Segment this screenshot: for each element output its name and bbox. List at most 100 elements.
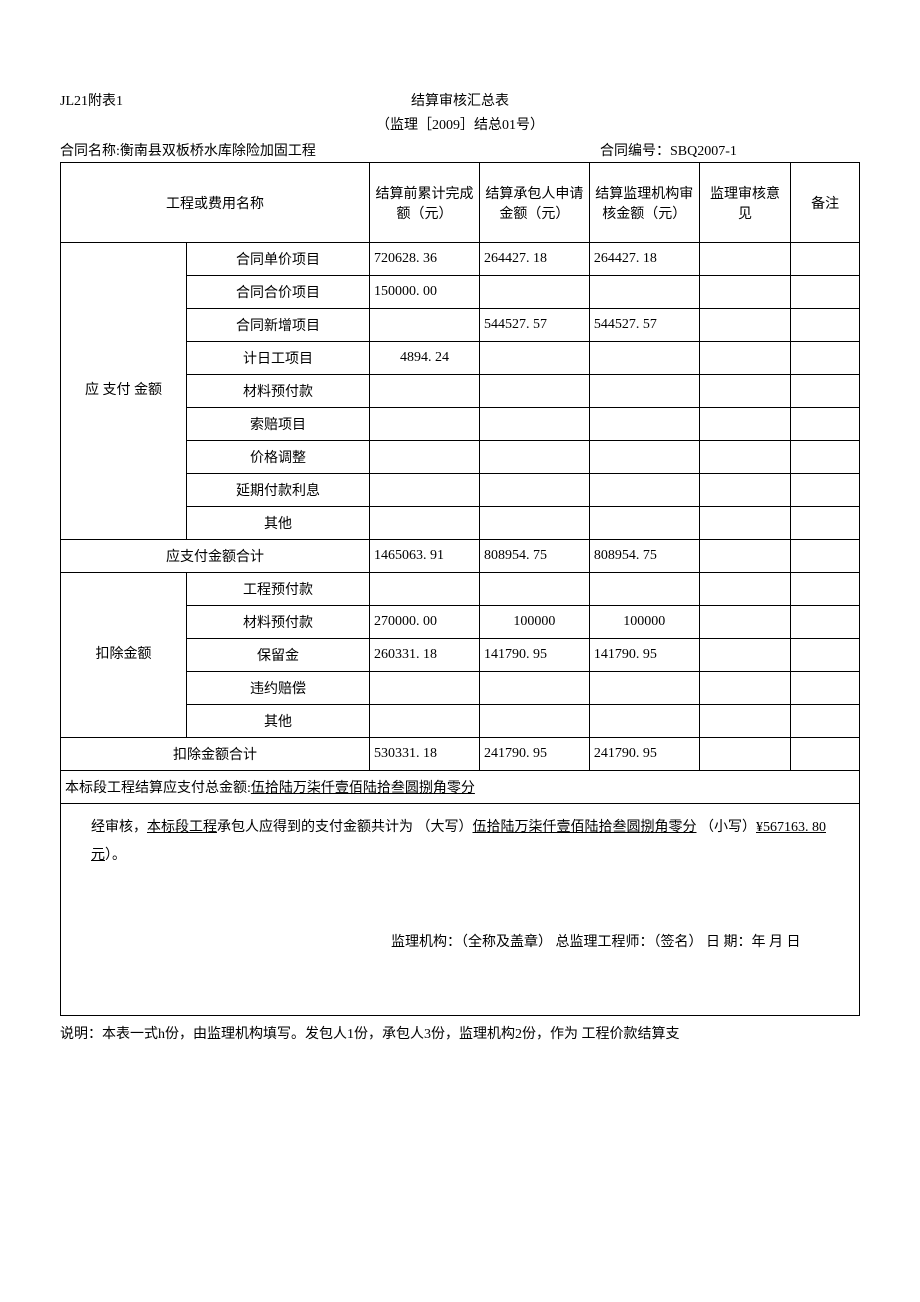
cell-item: 合同单价项目 [186,243,369,276]
head-col4: 监理审核意见 [699,163,791,243]
cell-c1: 720628. 36 [370,243,480,276]
cell-opinion [699,342,791,375]
cell-remark [791,639,860,672]
deduct-total-label: 扣除金额合计 [61,738,370,771]
cell-c2 [479,474,589,507]
cell-c3: 808954. 75 [589,540,699,573]
cell-item: 其他 [186,705,369,738]
cell-remark [791,276,860,309]
conclusion-text-e: （小写） [697,820,757,835]
cell-opinion [699,639,791,672]
cell-c1 [370,474,480,507]
contract-no-label: 合同编号： [600,144,670,159]
header-row: JL21附表1 结算审核汇总表 [60,90,860,110]
cell-opinion [699,573,791,606]
cell-c3 [589,441,699,474]
cell-c2 [479,441,589,474]
cell-remark [791,243,860,276]
contract-name-label: 合同名称: [60,144,120,159]
conclusion-paragraph: 经审核，本标段工程承包人应得到的支付金额共计为 （大写）伍拾陆万柒仟壹佰陆拾叁圆… [91,814,829,870]
cell-opinion [699,672,791,705]
cell-item: 价格调整 [186,441,369,474]
cell-opinion [699,606,791,639]
cell-remark [791,540,860,573]
cell-c3 [589,507,699,540]
cell-c1: 4894. 24 [370,342,480,375]
conclusion-row: 经审核，本标段工程承包人应得到的支付金额共计为 （大写）伍拾陆万柒仟壹佰陆拾叁圆… [61,804,860,1016]
page-title: 结算审核汇总表 [260,90,660,110]
cell-opinion [699,705,791,738]
cell-c1 [370,408,480,441]
cell-c2: 241790. 95 [479,738,589,771]
cell-c2: 264427. 18 [479,243,589,276]
cell-remark [791,342,860,375]
cell-item: 保留金 [186,639,369,672]
cell-c2: 141790. 95 [479,639,589,672]
summary-value: 伍拾陆万柒仟壹佰陆拾叁圆捌角零分 [251,781,475,796]
cell-remark [791,408,860,441]
cell-c1 [370,705,480,738]
cell-item: 索赔项目 [186,408,369,441]
cell-c1: 260331. 18 [370,639,480,672]
cell-item: 计日工项目 [186,342,369,375]
signature-line1: 监理机构：（全称及盖章） 总监理工程师：（签名） 日 期：年 月 日 [391,935,801,950]
cell-item: 材料预付款 [186,606,369,639]
cell-c3 [589,276,699,309]
summary-row: 本标段工程结算应支付总金额:伍拾陆万柒仟壹佰陆拾叁圆捌角零分 [61,771,860,804]
cell-c2 [479,342,589,375]
cell-c3: 141790. 95 [589,639,699,672]
cell-c3 [589,573,699,606]
cell-c1: 270000. 00 [370,606,480,639]
cell-item: 违约赔偿 [186,672,369,705]
footnote: 说明：本表一式h份，由监理机构填写。发包人1份，承包人3份，监理机构2份，作为 … [60,1024,860,1046]
cell-remark [791,309,860,342]
payable-total-label: 应支付金额合计 [61,540,370,573]
cell-c2 [479,705,589,738]
cell-c1 [370,309,480,342]
cell-c3 [589,408,699,441]
cell-item: 其他 [186,507,369,540]
cell-remark [791,738,860,771]
cell-opinion [699,441,791,474]
cell-c2: 100000 [479,606,589,639]
cell-c1: 150000. 00 [370,276,480,309]
conclusion-text-d: 伍拾陆万柒仟壹佰陆拾叁圆捌角零分 [473,820,697,835]
contract-name: 合同名称:衡南县双板桥水库除险加固工程 [60,140,600,160]
cell-opinion [699,738,791,771]
conclusion-text-g: ）。 [105,848,126,863]
deduct-group-label: 扣除金额 [61,573,187,738]
cell-c2 [479,408,589,441]
conclusion-text-a: 经审核， [91,820,147,835]
cell-remark [791,474,860,507]
cell-c1 [370,672,480,705]
cell-c2 [479,507,589,540]
cell-remark [791,705,860,738]
contract-name-value: 衡南县双板桥水库除险加固工程 [120,144,316,159]
cell-c1 [370,441,480,474]
conclusion-cell: 经审核，本标段工程承包人应得到的支付金额共计为 （大写）伍拾陆万柒仟壹佰陆拾叁圆… [61,804,860,1016]
cell-c1: 1465063. 91 [370,540,480,573]
head-col5: 备注 [791,163,860,243]
cell-c2 [479,573,589,606]
cell-item: 合同合价项目 [186,276,369,309]
deduct-row-1: 扣除金额 工程预付款 [61,573,860,606]
cell-opinion [699,540,791,573]
cell-c3: 100000 [589,606,699,639]
cell-opinion [699,276,791,309]
cell-c3 [589,342,699,375]
table-header-row: 工程或费用名称 结算前累计完成额（元） 结算承包人申请金额（元） 结算监理机构审… [61,163,860,243]
cell-c2 [479,375,589,408]
summary-cell: 本标段工程结算应支付总金额:伍拾陆万柒仟壹佰陆拾叁圆捌角零分 [61,771,860,804]
cell-remark [791,672,860,705]
cell-remark [791,507,860,540]
payable-group-label: 应 支付 金额 [61,243,187,540]
summary-label: 本标段工程结算应支付总金额: [65,781,251,796]
header-spacer [660,90,860,110]
contract-number: 合同编号：SBQ2007-1 [600,140,860,160]
cell-item: 工程预付款 [186,573,369,606]
cell-opinion [699,309,791,342]
cell-opinion [699,243,791,276]
cell-c2 [479,672,589,705]
cell-remark [791,375,860,408]
conclusion-text-b: 本标段工程 [147,820,217,835]
